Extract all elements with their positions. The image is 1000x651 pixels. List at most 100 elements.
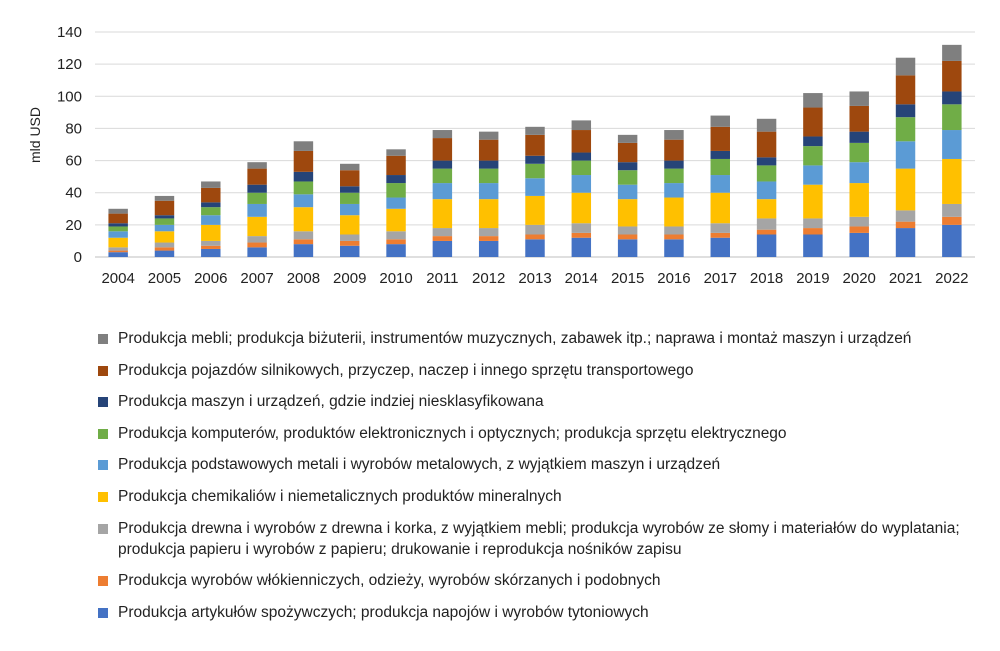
bar-segment-2004-s6: [108, 223, 128, 227]
bar-segment-2011-s1: [432, 236, 453, 241]
bar-segment-2017-s6: [710, 150, 730, 159]
x-tick-label: 2008: [287, 270, 320, 287]
bar-segment-2016-s8: [664, 130, 684, 140]
y-tick-label: 120: [57, 56, 82, 73]
x-tick-label: 2009: [333, 270, 366, 287]
bar-segment-2021-s1: [895, 221, 916, 229]
bar-segment-2011-s3: [432, 199, 453, 229]
bar-segment-2004-s4: [108, 231, 128, 238]
bar-segment-2016-s1: [664, 234, 684, 240]
bar-segment-2008-s4: [293, 194, 314, 208]
bar-segment-2009-s3: [340, 215, 360, 235]
bar-segment-2008-s7: [293, 150, 314, 172]
legend-swatch: [98, 428, 108, 439]
chart-legend: Produkcja mebli; produkcja biżuterii, in…: [98, 328, 988, 633]
bar-segment-2012-s2: [478, 228, 499, 237]
legend-swatch: [98, 365, 108, 376]
bar-segment-2022-s7: [942, 60, 962, 92]
legend-swatch: [98, 576, 108, 587]
bar-segment-2005-s2: [154, 242, 175, 248]
bar-segment-2009-s2: [340, 234, 360, 241]
bar-segment-2022-s2: [942, 203, 962, 217]
bar-segment-2018-s3: [756, 199, 777, 219]
x-tick-label: 2011: [426, 270, 458, 287]
bar-segment-2005-s7: [154, 200, 175, 216]
bar-segment-2015-s4: [617, 184, 638, 200]
bar-segment-2014-s1: [571, 232, 592, 238]
bar-segment-2014-s5: [571, 160, 592, 176]
bar-segment-2016-s5: [664, 168, 684, 184]
legend-label: Produkcja artykułów spożywczych; produkc…: [118, 603, 649, 621]
legend-item: Produkcja wyrobów włókienniczych, odzież…: [98, 570, 988, 591]
x-tick-label: 2006: [194, 270, 227, 287]
bar-segment-2014-s8: [571, 120, 592, 131]
bar-segment-2010-s6: [386, 175, 406, 184]
x-tick-label: 2007: [240, 270, 273, 287]
legend-item: Produkcja pojazdów silnikowych, przyczep…: [98, 360, 988, 381]
legend-label: Produkcja komputerów, produktów elektron…: [118, 424, 787, 442]
bar-segment-2017-s2: [710, 223, 730, 233]
bar-segment-2011-s2: [432, 228, 453, 237]
bar-segment-2015-s8: [617, 134, 638, 143]
bar-segment-2013-s2: [525, 224, 545, 235]
bar-segment-2010-s0: [386, 244, 406, 257]
bar-segment-2018-s0: [756, 234, 777, 257]
bar-segment-2009-s5: [340, 192, 360, 204]
x-tick-label: 2021: [889, 270, 922, 287]
bar-segment-2022-s0: [942, 224, 962, 257]
bar-segment-2017-s1: [710, 232, 730, 238]
bar-segment-2012-s0: [478, 240, 499, 257]
bar-segment-2013-s4: [525, 178, 545, 196]
y-axis-label: mld USD: [27, 107, 43, 163]
bar-segment-2020-s4: [849, 162, 869, 184]
bar-segment-2010-s2: [386, 231, 406, 240]
legend-swatch: [98, 607, 108, 618]
bar-segment-2013-s8: [525, 126, 545, 135]
bar-segment-2004-s1: [108, 250, 128, 253]
bar-segment-2018-s8: [756, 118, 777, 132]
bar-segment-2012-s8: [478, 131, 499, 140]
bar-segment-2006-s3: [201, 224, 221, 241]
x-tick-label: 2004: [101, 270, 134, 287]
bar-segment-2016-s2: [664, 226, 684, 235]
bar-segment-2012-s1: [478, 236, 499, 241]
legend-label: Produkcja podstawowych metali i wyrobów …: [118, 456, 721, 474]
y-tick-label: 20: [65, 217, 82, 234]
bar-segment-2014-s4: [571, 175, 592, 193]
bar-segment-2006-s8: [201, 181, 221, 188]
bar-segment-2022-s6: [942, 91, 962, 105]
bar-segment-2019-s6: [803, 136, 823, 147]
bar-segment-2004-s5: [108, 226, 128, 232]
bar-segment-2014-s7: [571, 130, 592, 153]
legend-swatch: [98, 491, 108, 502]
bar-segment-2017-s5: [710, 158, 730, 176]
bar-segment-2011-s5: [432, 168, 453, 184]
bar-segment-2020-s8: [849, 91, 869, 106]
y-tick-label: 0: [74, 249, 82, 266]
bar-segment-2007-s4: [247, 203, 267, 217]
bar-segment-2005-s3: [154, 231, 175, 243]
bar-segment-2015-s2: [617, 226, 638, 235]
bar-segment-2019-s7: [803, 107, 823, 137]
bar-segment-2022-s3: [942, 158, 962, 204]
bar-segment-2011-s4: [432, 183, 453, 200]
bar-segment-2020-s3: [849, 183, 869, 217]
bar-segment-2013-s7: [525, 134, 545, 156]
bar-segment-2006-s6: [201, 202, 221, 208]
bar-segment-2013-s3: [525, 195, 545, 225]
bar-segment-2016-s4: [664, 183, 684, 198]
bar-segment-2008-s1: [293, 239, 314, 245]
bar-segment-2010-s1: [386, 239, 406, 245]
y-tick-label: 80: [65, 120, 82, 137]
bar-segment-2009-s1: [340, 240, 360, 246]
bar-segment-2006-s4: [201, 215, 221, 225]
bar-segment-2009-s8: [340, 163, 360, 171]
bar-segment-2012-s4: [478, 183, 499, 200]
bar-segment-2018-s6: [756, 157, 777, 166]
bar-segment-2010-s7: [386, 155, 406, 176]
bar-segment-2012-s7: [478, 139, 499, 161]
bar-segment-2014-s3: [571, 192, 592, 224]
bar-segment-2008-s5: [293, 181, 314, 195]
bar-segment-2022-s1: [942, 216, 962, 225]
bar-segment-2008-s3: [293, 207, 314, 232]
